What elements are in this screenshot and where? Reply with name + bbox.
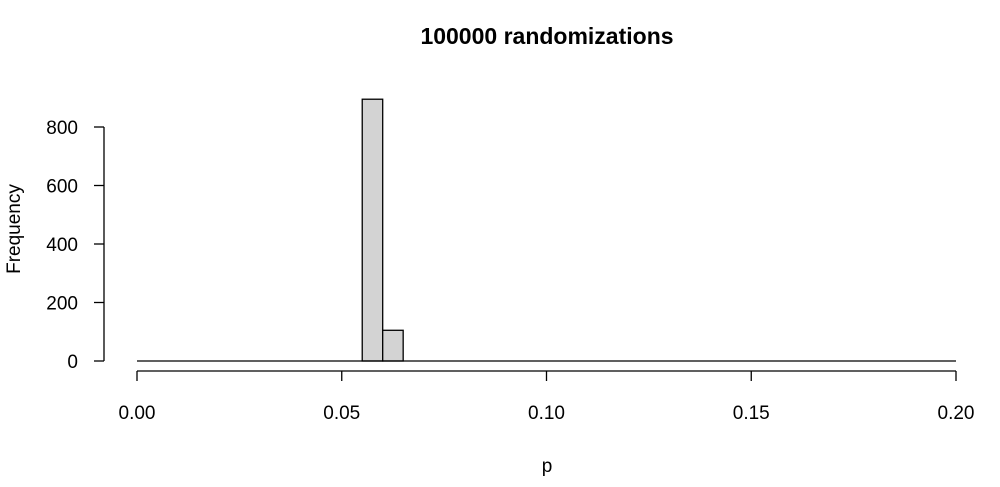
x-tick-label-2: 0.10 — [528, 403, 565, 424]
y-tick-label-3: 600 — [46, 177, 78, 198]
x-tick-label-4: 0.20 — [938, 403, 975, 424]
y-tick-label-4: 800 — [46, 118, 78, 139]
histogram-bar-0 — [361, 98, 384, 362]
x-tick-label-3: 0.15 — [733, 403, 770, 424]
y-tick-label-1: 200 — [46, 294, 78, 315]
y-tick-label-0: 0 — [67, 352, 78, 373]
bars-group — [361, 98, 404, 362]
histogram-bar-1 — [382, 329, 404, 362]
y-axis: 0 200 400 600 800 — [46, 118, 105, 373]
x-tick-label-0: 0.00 — [119, 403, 156, 424]
x-tick-label-1: 0.05 — [323, 403, 360, 424]
chart-title: 100000 randomizations — [420, 23, 673, 49]
y-axis-label: Frequency — [4, 184, 25, 274]
x-axis-label: p — [542, 456, 553, 477]
y-tick-label-2: 400 — [46, 235, 78, 256]
x-axis: 0.00 0.05 0.10 0.15 0.20 — [119, 370, 975, 424]
